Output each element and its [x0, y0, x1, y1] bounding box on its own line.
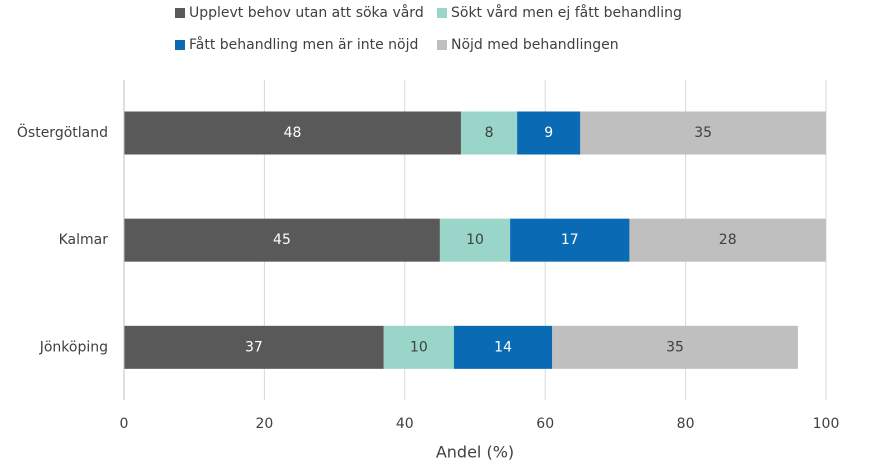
x-tick-label: 40 — [396, 416, 414, 432]
x-tick-label: 100 — [813, 416, 840, 432]
data-label: 48 — [284, 125, 302, 141]
y-tick-label: Kalmar — [59, 232, 109, 248]
legend-label: Upplevt behov utan att söka vård — [189, 4, 424, 21]
data-label: 37 — [245, 339, 263, 355]
legend-label: Fått behandling men är inte nöjd — [189, 36, 418, 53]
bar-segment — [439, 218, 511, 262]
x-tick-label: 0 — [120, 416, 129, 432]
bar-segment — [383, 325, 454, 369]
legend-swatch — [437, 8, 447, 18]
data-label: 8 — [485, 125, 494, 141]
bar-segment — [629, 218, 826, 262]
bar-segment — [552, 325, 798, 369]
legend-label: Nöjd med behandlingen — [451, 37, 619, 53]
data-label: 14 — [494, 339, 512, 355]
x-tick-label: 60 — [536, 416, 554, 432]
legend-label: Sökt vård men ej fått behandling — [451, 4, 682, 21]
legend-swatch — [175, 40, 185, 50]
legend-swatch — [437, 40, 447, 50]
data-label: 9 — [544, 125, 553, 141]
bar-segment — [124, 111, 461, 155]
data-label: 28 — [719, 232, 737, 248]
data-label: 10 — [410, 339, 428, 355]
bar-segment — [580, 111, 826, 155]
y-tick-label: Östergötland — [17, 123, 108, 141]
bar-segment — [124, 218, 440, 262]
data-label: 10 — [466, 232, 484, 248]
x-axis-label: Andel (%) — [436, 443, 514, 462]
x-tick-label: 20 — [255, 416, 273, 432]
x-tick-label: 80 — [677, 416, 695, 432]
data-label: 45 — [273, 232, 291, 248]
data-label: 35 — [666, 339, 684, 355]
legend-swatch — [175, 8, 185, 18]
y-tick-label: Jönköping — [39, 339, 108, 355]
bar-segment — [124, 325, 384, 369]
data-label: 17 — [561, 232, 579, 248]
bar-segment — [460, 111, 518, 155]
bar-segment — [453, 325, 553, 369]
bar-segment — [517, 111, 581, 155]
data-label: 35 — [694, 125, 712, 141]
bar-segment — [510, 218, 630, 262]
